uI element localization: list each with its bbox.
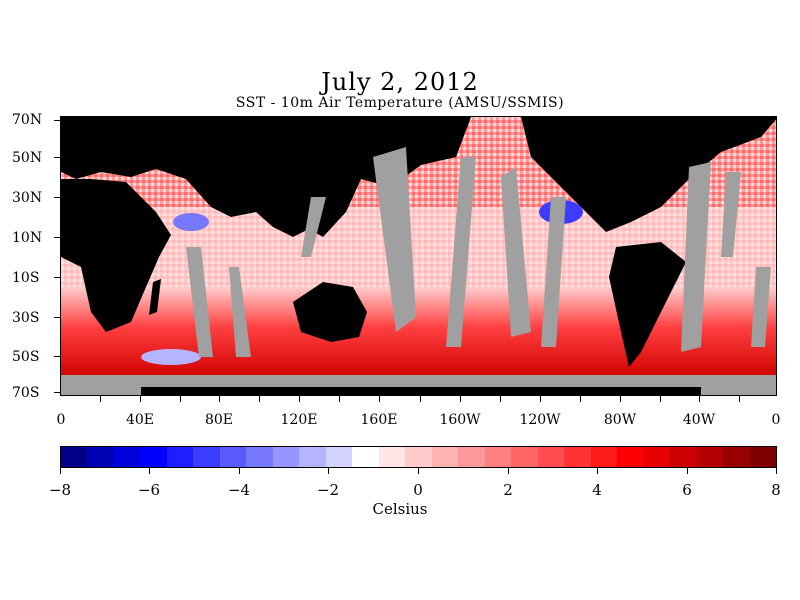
lon-label: 40W [682, 412, 716, 428]
cold-patch-s-indian [141, 349, 201, 365]
swath-gap [681, 162, 711, 352]
colorbar-segment [431, 447, 459, 467]
swath-gap [301, 197, 326, 257]
lon-label: 80E [204, 412, 234, 428]
map-subtitle: SST - 10m Air Temperature (AMSU/SSMIS) [235, 95, 565, 111]
greenland-land [661, 117, 761, 147]
colorbar-segment [405, 447, 432, 467]
lon-label: 120W [519, 412, 561, 428]
lon-label: 80W [603, 412, 637, 428]
colorbar-segment [643, 447, 671, 467]
lon-label: 40E [125, 412, 155, 428]
swath-gap [373, 147, 416, 332]
n-america-land [521, 117, 776, 232]
sst-anomaly-map [60, 116, 777, 396]
lon-label: 120E [280, 412, 318, 428]
colorbar-tick-label: 2 [503, 481, 513, 499]
lat-label: 50N [12, 150, 43, 166]
lat-label: 10N [12, 230, 43, 246]
swath-gap [446, 157, 476, 347]
australia-land [293, 282, 367, 342]
lon-label: 160W [439, 412, 481, 428]
colorbar-segment [246, 447, 273, 467]
colorbar-segment [564, 447, 591, 467]
colorbar-segment [140, 447, 167, 467]
colorbar-segment [299, 447, 326, 467]
lat-label: 50S [12, 349, 40, 365]
lat-label: 70S [12, 385, 40, 401]
s-america-land [609, 242, 686, 367]
colorbar-segment [61, 447, 88, 467]
lat-label: 30N [12, 190, 43, 206]
colorbar-segment [484, 447, 512, 467]
colorbar-segment [113, 447, 141, 467]
cold-patch-arabian [173, 213, 209, 231]
colorbar-segment [458, 447, 485, 467]
colorbar-segment [749, 447, 777, 467]
colorbar-tick-label: 6 [682, 481, 692, 499]
eurasia-land [61, 117, 471, 237]
colorbar [60, 446, 777, 468]
colorbar-segment [617, 447, 644, 467]
swath-gap [751, 267, 771, 347]
map-canvas [61, 117, 776, 395]
swath-gap [501, 167, 531, 337]
africa-land [61, 179, 171, 332]
colorbar-segment [272, 447, 300, 467]
colorbar-tick-label: −8 [48, 481, 72, 499]
colorbar-segment [696, 447, 724, 467]
colorbar-tick-label: 8 [771, 481, 781, 499]
colorbar-segment [537, 447, 565, 467]
map-title: July 2, 2012 [321, 68, 479, 96]
lat-label: 70N [12, 112, 43, 128]
colorbar-tick-label: −2 [316, 481, 340, 499]
colorbar-segment [723, 447, 750, 467]
colorbar-tick-label: −6 [137, 481, 161, 499]
colorbar-segment [378, 447, 406, 467]
lon-label: 160E [360, 412, 398, 428]
lon-label: 0 [771, 412, 781, 428]
lon-label: 0 [56, 412, 66, 428]
colorbar-segment [670, 447, 697, 467]
colorbar-segment [193, 447, 220, 467]
swath-gap [721, 172, 741, 257]
colorbar-segment [590, 447, 618, 467]
antarctica-land [141, 387, 701, 395]
colorbar-segment [325, 447, 353, 467]
colorbar-segment [352, 447, 379, 467]
swath-gap [229, 267, 251, 357]
colorbar-tick-label: −4 [227, 481, 251, 499]
swath-gap [186, 247, 213, 357]
madagascar-land [149, 279, 161, 315]
colorbar-segment [87, 447, 114, 467]
colorbar-segment [219, 447, 247, 467]
lat-label: 10S [12, 270, 40, 286]
colorbar-tick-label: 0 [413, 481, 423, 499]
colorbar-segment [166, 447, 194, 467]
colorbar-segment [511, 447, 538, 467]
colorbar-units-label: Celsius [372, 500, 428, 518]
lat-label: 30S [12, 310, 40, 326]
colorbar-tick-label: 4 [592, 481, 602, 499]
swath-gap [541, 197, 566, 347]
